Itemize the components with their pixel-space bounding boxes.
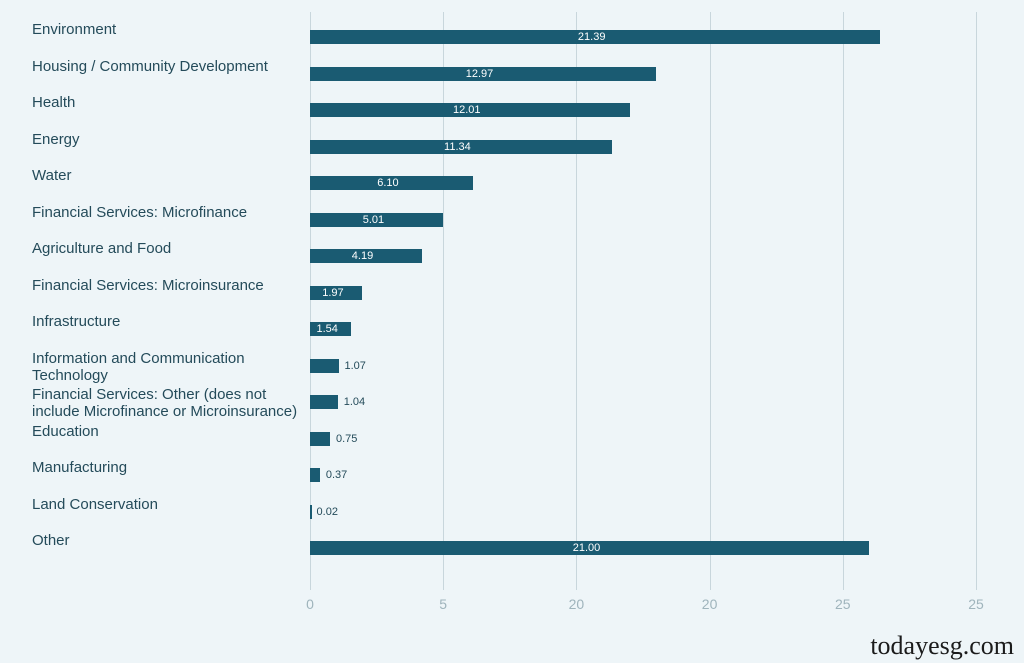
x-tick-label: 20	[556, 596, 596, 612]
x-tick-label: 25	[956, 596, 996, 612]
bar-value-label: 1.97	[322, 286, 343, 300]
plot-area	[310, 12, 976, 590]
bar-value-label: 4.19	[352, 249, 373, 263]
bar-value-label: 21.39	[578, 30, 606, 44]
bar-value-label: 12.97	[466, 67, 494, 81]
bar-value-label: 0.02	[317, 505, 338, 519]
bar-value-label: 12.01	[453, 103, 481, 117]
bar	[310, 359, 339, 373]
bar-chart: todayesg.com 0 5 20 20 25 25 Environment 21.39 H…	[0, 0, 1024, 663]
category-label: Financial Services: Microfinance	[32, 204, 310, 221]
bar-value-label: 5.01	[363, 213, 384, 227]
category-label: Other	[32, 532, 310, 549]
category-label: Agriculture and Food	[32, 240, 310, 257]
bar-value-label: 1.54	[317, 322, 338, 336]
category-label: Information and Communication Technology	[32, 350, 310, 385]
category-label: Infrastructure	[32, 313, 310, 330]
x-tick-label: 20	[690, 596, 730, 612]
bar	[310, 395, 338, 409]
gridline	[843, 12, 844, 590]
category-label: Environment	[32, 21, 310, 38]
watermark-text: todayesg.com	[870, 631, 1014, 661]
bar-value-label: 0.37	[326, 468, 347, 482]
gridline	[443, 12, 444, 590]
bar-value-label: 0.75	[336, 432, 357, 446]
category-label: Manufacturing	[32, 459, 310, 476]
bar-value-label: 1.04	[344, 395, 365, 409]
category-label: Energy	[32, 131, 310, 148]
category-label: Housing / Community Development	[32, 58, 310, 75]
gridline	[310, 12, 311, 590]
gridline	[976, 12, 977, 590]
bar-value-label: 1.07	[345, 359, 366, 373]
category-label: Health	[32, 94, 310, 111]
bar-value-label: 21.00	[573, 541, 601, 555]
bar	[310, 505, 312, 519]
bar	[310, 432, 330, 446]
gridline	[710, 12, 711, 590]
category-label: Financial Services: Microinsurance	[32, 277, 310, 294]
bar-value-label: 6.10	[377, 176, 398, 190]
bar	[310, 468, 320, 482]
category-label: Water	[32, 167, 310, 184]
x-tick-label: 0	[290, 596, 330, 612]
category-label: Education	[32, 423, 310, 440]
gridline	[576, 12, 577, 590]
bar-value-label: 11.34	[444, 140, 471, 154]
category-label: Land Conservation	[32, 496, 310, 513]
x-tick-label: 5	[423, 596, 463, 612]
x-tick-label: 25	[823, 596, 863, 612]
category-label: Financial Services: Other (does not incl…	[32, 386, 310, 421]
